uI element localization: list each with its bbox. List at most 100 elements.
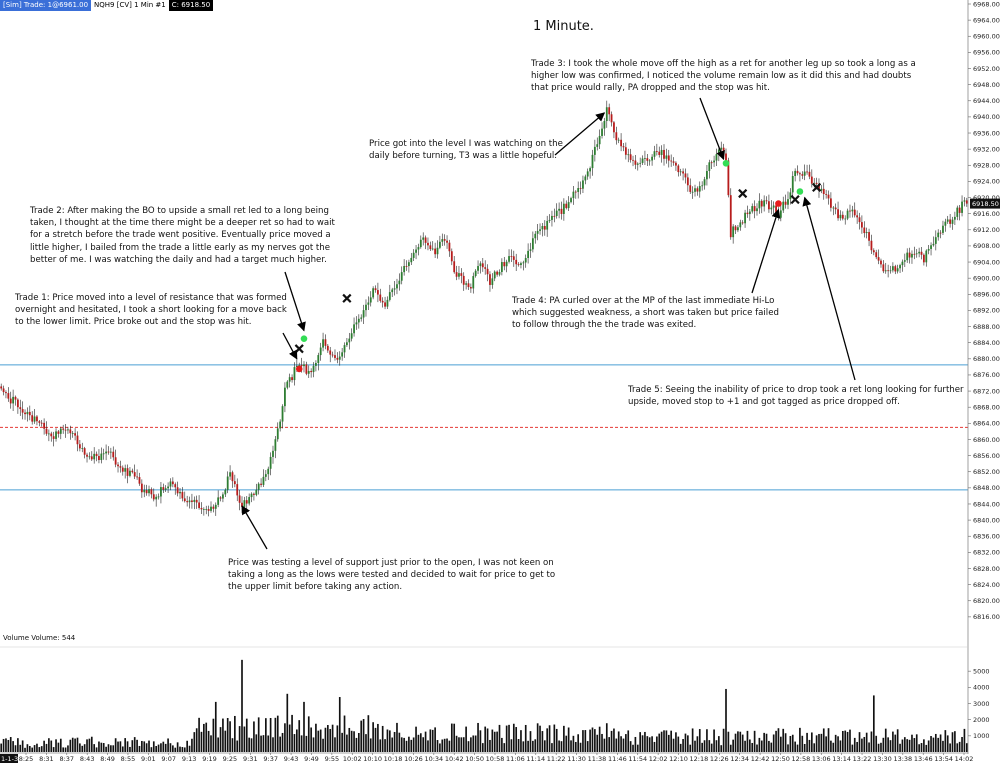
volume-bar (486, 728, 489, 752)
candle-body (789, 192, 792, 200)
volume-bar (882, 737, 885, 752)
candle-body (565, 203, 568, 209)
volume-bar (894, 734, 897, 752)
price-tick-label: 6888.00 (973, 323, 1000, 331)
volume-bar (231, 738, 234, 752)
candle-body (911, 253, 913, 258)
volume-bar (350, 730, 353, 752)
candle-body (262, 476, 265, 485)
candle-body (615, 132, 618, 141)
candle-body (732, 226, 735, 238)
arrow-trade2 (284, 271, 306, 332)
volume-bar (570, 740, 572, 752)
volume-bar (348, 727, 351, 752)
candle-body (963, 200, 966, 202)
current-price-label: 6918.50 (972, 200, 999, 208)
candle-body (98, 456, 100, 461)
volume-bar (422, 737, 425, 752)
candle-body (245, 500, 248, 504)
volume-bar (43, 740, 45, 752)
volume-bar (415, 726, 417, 752)
volume-bar (737, 731, 739, 752)
volume-bar (529, 731, 532, 752)
candle-body (121, 467, 124, 472)
price-tick-label: 6872.00 (973, 387, 1000, 395)
candle-body (133, 472, 136, 477)
candle-body (930, 245, 932, 249)
price-tick-label: 6848.00 (973, 484, 1000, 492)
volume-bar (939, 734, 942, 752)
candle-body (727, 160, 730, 196)
time-tick-label: 13:54 (934, 755, 953, 763)
volume-bar (200, 731, 203, 752)
volume-bar (169, 743, 172, 752)
volume-bar (5, 738, 7, 752)
candle-body (500, 262, 503, 272)
candle-body (899, 265, 901, 269)
arrow-level (554, 112, 606, 156)
candle-body (167, 486, 169, 489)
volume-bar (589, 729, 591, 752)
candle-body (791, 176, 794, 193)
candle-body (67, 429, 69, 431)
candle-body (934, 237, 937, 244)
candle-body (257, 483, 260, 490)
volume-bar (217, 737, 219, 752)
candle-body (427, 242, 429, 246)
volume-bar (265, 718, 267, 752)
candle-body (522, 262, 525, 264)
candle-body (36, 416, 38, 422)
candle-body (779, 210, 782, 218)
candle-body (593, 146, 596, 155)
volume-bar (718, 736, 720, 752)
candle-body (350, 333, 353, 339)
candle-body (353, 324, 355, 334)
trade3-exit-marker (738, 188, 748, 199)
volume-bar (725, 688, 727, 752)
price-tick-label: 6864.00 (973, 420, 1000, 428)
time-axis: 1-1-318:25 8:31 8:37 8:43 8:49 8:55 9:01 9:07 9:… (0, 752, 973, 763)
volume-bar (21, 740, 24, 752)
volume-bar (133, 737, 136, 752)
volume-bar (398, 732, 401, 752)
candle-body (214, 504, 217, 509)
candle-body (827, 194, 830, 199)
volume-bar (267, 735, 270, 752)
candle-body (810, 176, 813, 184)
candle-body (820, 188, 823, 191)
candle-body (405, 266, 408, 267)
volume-bar (632, 744, 634, 752)
candle-body (541, 226, 544, 230)
candle-body (534, 233, 537, 239)
time-tick-label: 12:34 (730, 755, 749, 763)
volume-bar (83, 744, 86, 752)
candle-body (186, 501, 189, 503)
volume-bar (0, 743, 3, 752)
candle-body (391, 289, 394, 293)
volume-bar (324, 727, 327, 752)
volume-bar (799, 727, 801, 752)
volume-bar (503, 743, 506, 752)
volume-bar (522, 741, 525, 752)
volume-bar (160, 743, 162, 752)
price-tick-label: 6928.00 (973, 162, 1000, 170)
candle-body (424, 237, 427, 243)
volume-bar (296, 729, 298, 752)
volume-bar (906, 739, 909, 752)
candle-body (832, 207, 835, 209)
volume-bar (307, 716, 310, 752)
time-tick-label: 11:46 (608, 755, 627, 763)
volume-bar (749, 739, 751, 752)
volume-bar (293, 734, 296, 752)
volume-bar (903, 737, 906, 752)
time-tick-label: 9:43 (284, 755, 299, 763)
candle-body (503, 262, 506, 267)
note-trade5: Trade 5: Seeing the inability of price t… (628, 385, 964, 408)
volume-bar (501, 737, 503, 752)
candle-body (825, 194, 828, 195)
trade-badge[interactable]: [Sim] Trade: 1@6961.00 (0, 0, 92, 11)
candle-body (107, 451, 110, 453)
time-tick-label: 13:38 (893, 755, 912, 763)
volume-bar (613, 728, 615, 752)
price-tick-label: 6892.00 (973, 307, 1000, 315)
